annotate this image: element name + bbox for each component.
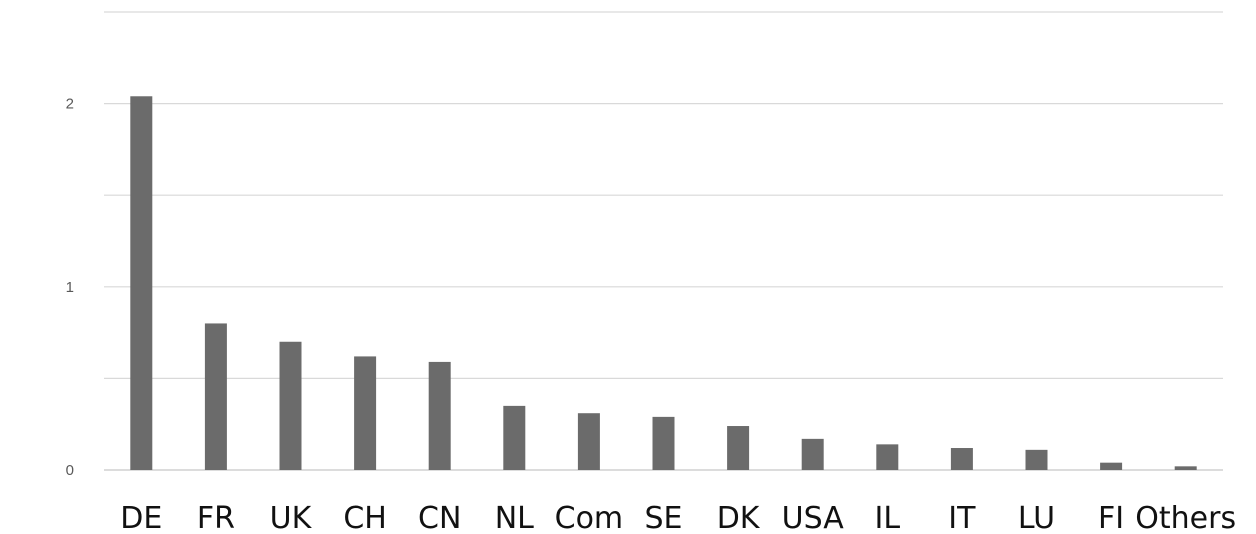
bar-usa [802, 439, 824, 470]
bar-fi [1100, 463, 1122, 470]
bar-it [951, 448, 973, 470]
bar-uk [280, 342, 302, 470]
bar-ch [354, 356, 376, 470]
x-tick-label: IT [948, 501, 976, 534]
x-tick-label: USA [782, 501, 845, 534]
x-tick-label: LU [1018, 501, 1055, 534]
bar-com [578, 413, 600, 470]
x-tick-label: CN [418, 501, 461, 534]
y-axis-ticks: 0 1 2 [66, 96, 74, 479]
y-tick-label: 0 [66, 462, 74, 479]
bar-others [1175, 466, 1197, 470]
x-tick-label: DK [717, 501, 761, 534]
bar-de [130, 96, 152, 470]
bar-lu [1026, 450, 1048, 470]
x-tick-label: DE [120, 501, 162, 534]
bar-il [876, 444, 898, 470]
x-tick-label: Others [1135, 501, 1236, 534]
y-tick-label: 1 [66, 279, 74, 296]
x-axis-ticks: DE FR UK CH CN NL Com SE DK USA IL IT LU FI Others [120, 501, 1236, 534]
gridlines [104, 12, 1223, 470]
x-tick-label: FR [197, 501, 235, 534]
bars [130, 96, 1196, 470]
bar-fr [205, 323, 227, 470]
x-tick-label: FI [1098, 501, 1124, 534]
x-tick-label: NL [495, 501, 534, 534]
bar-se [653, 417, 675, 470]
bar-dk [727, 426, 749, 470]
x-tick-label: IL [875, 501, 901, 534]
x-tick-label: Com [555, 501, 624, 534]
bar-nl [503, 406, 525, 470]
x-tick-label: SE [645, 501, 683, 534]
x-tick-label: CH [343, 501, 387, 534]
y-tick-label: 2 [66, 96, 74, 113]
x-tick-label: UK [270, 501, 313, 534]
bar-cn [429, 362, 451, 470]
